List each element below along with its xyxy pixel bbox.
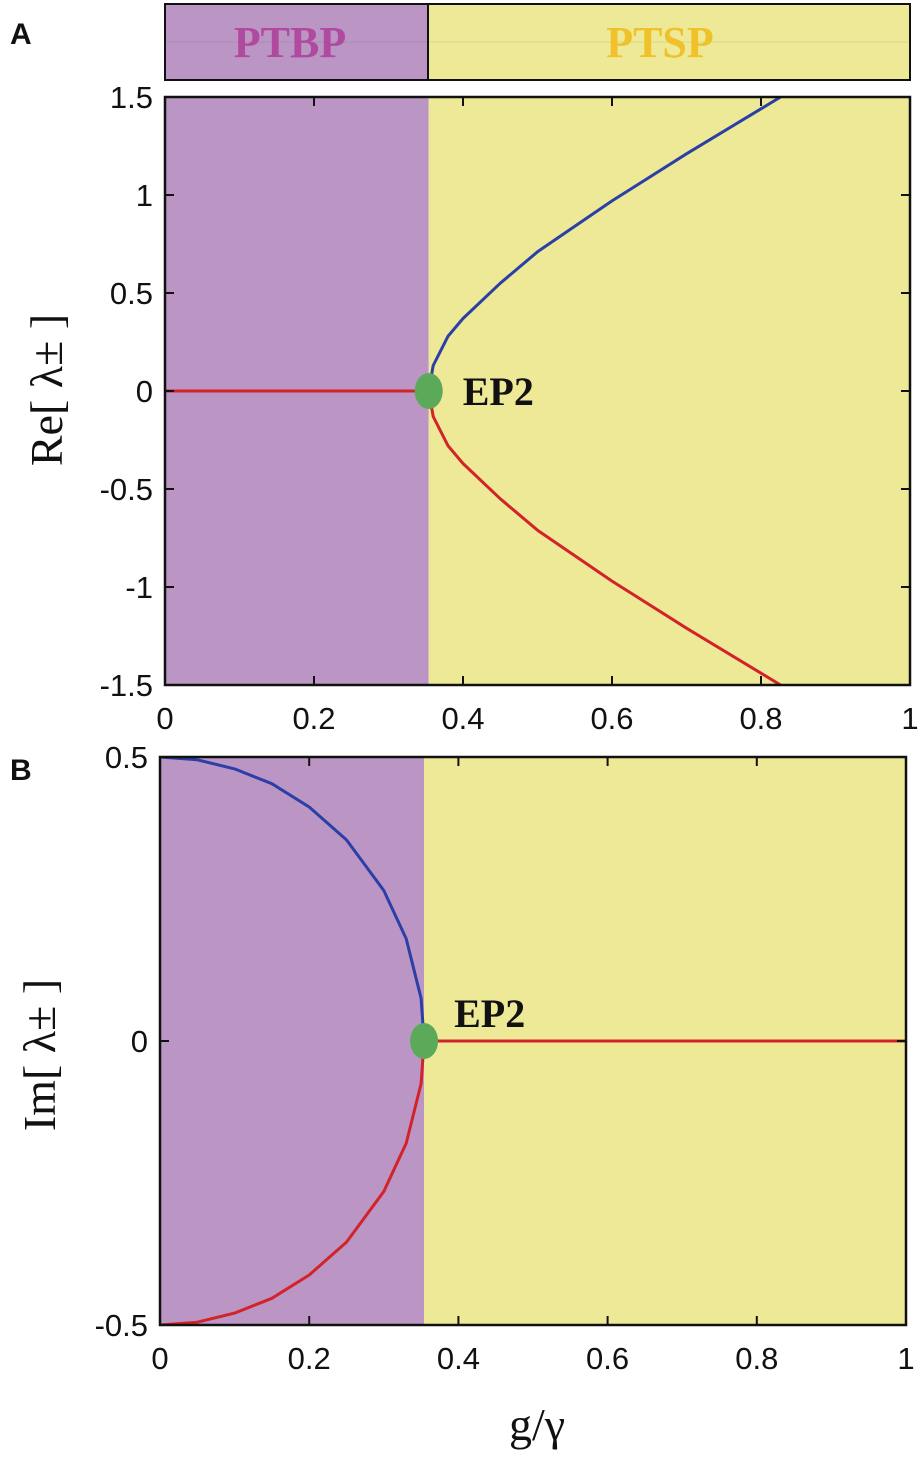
a-ytick-label: 1.5: [110, 80, 153, 115]
a-ytick-label: -0.5: [100, 472, 153, 507]
a-ytick-label: -1.5: [100, 668, 153, 703]
region-label-ptbp: PTBP: [234, 18, 346, 67]
b-xtick-label: 0.6: [586, 1341, 629, 1376]
panel-a-plot: 0 0.2 0.4 0.6 0.8 1 1.5 1 0.5 0 -0.5 -1 -1.5 EP2: [100, 80, 919, 736]
a-xtick-label: 0.2: [292, 701, 335, 736]
region-header-ptbp: [164, 3, 429, 81]
b-xtick-label: 0.4: [437, 1341, 480, 1376]
b-region-ptbp: [160, 757, 425, 1325]
b-xtick-label: 0.8: [735, 1341, 778, 1376]
a-series-upper-branch: [427, 97, 784, 392]
a-ytick-label: 1: [136, 178, 153, 213]
b-series-lower-branch: [160, 1039, 906, 1325]
b-ytick-label: 0.5: [105, 740, 148, 775]
a-ep-label: EP2: [463, 369, 534, 414]
region-label-ptsp: PTSP: [606, 18, 714, 67]
panel-b-ylabel: Im[ λ± ]: [14, 979, 65, 1131]
a-xtick-label: 0.8: [739, 701, 782, 736]
a-xtick-label: 1: [901, 701, 918, 736]
a-xtick-label: 0.6: [590, 701, 633, 736]
a-xtick-label: 0.4: [441, 701, 484, 736]
a-xtick-label: 0: [156, 701, 173, 736]
region-header: PTBP PTSP: [164, 3, 911, 81]
b-xtick-label: 1: [897, 1341, 914, 1376]
b-series-upper-branch: [160, 757, 426, 1042]
b-ep-marker: [410, 1023, 439, 1059]
panel-b-letter: B: [10, 754, 32, 787]
region-header-ptsp: [427, 3, 911, 81]
a-region-ptsp: [428, 97, 910, 685]
a-series-lower-branch: [165, 389, 784, 685]
panel-b-xlabel: g/γ: [509, 1399, 565, 1450]
b-xtick-label: 0.2: [288, 1341, 331, 1376]
b-ytick-label: 0: [131, 1024, 148, 1059]
a-ytick-label: 0.5: [110, 276, 153, 311]
b-ep-label: EP2: [454, 991, 525, 1036]
a-ep-marker: [414, 373, 443, 409]
panel-a-ylabel: Re[ λ± ]: [21, 314, 72, 466]
panel-a-letter: A: [10, 18, 32, 51]
b-ytick-label: -0.5: [95, 1308, 148, 1343]
b-xtick-label: 0: [151, 1341, 168, 1376]
a-ytick-label: -1: [125, 570, 153, 605]
a-ytick-label: 0: [136, 374, 153, 409]
